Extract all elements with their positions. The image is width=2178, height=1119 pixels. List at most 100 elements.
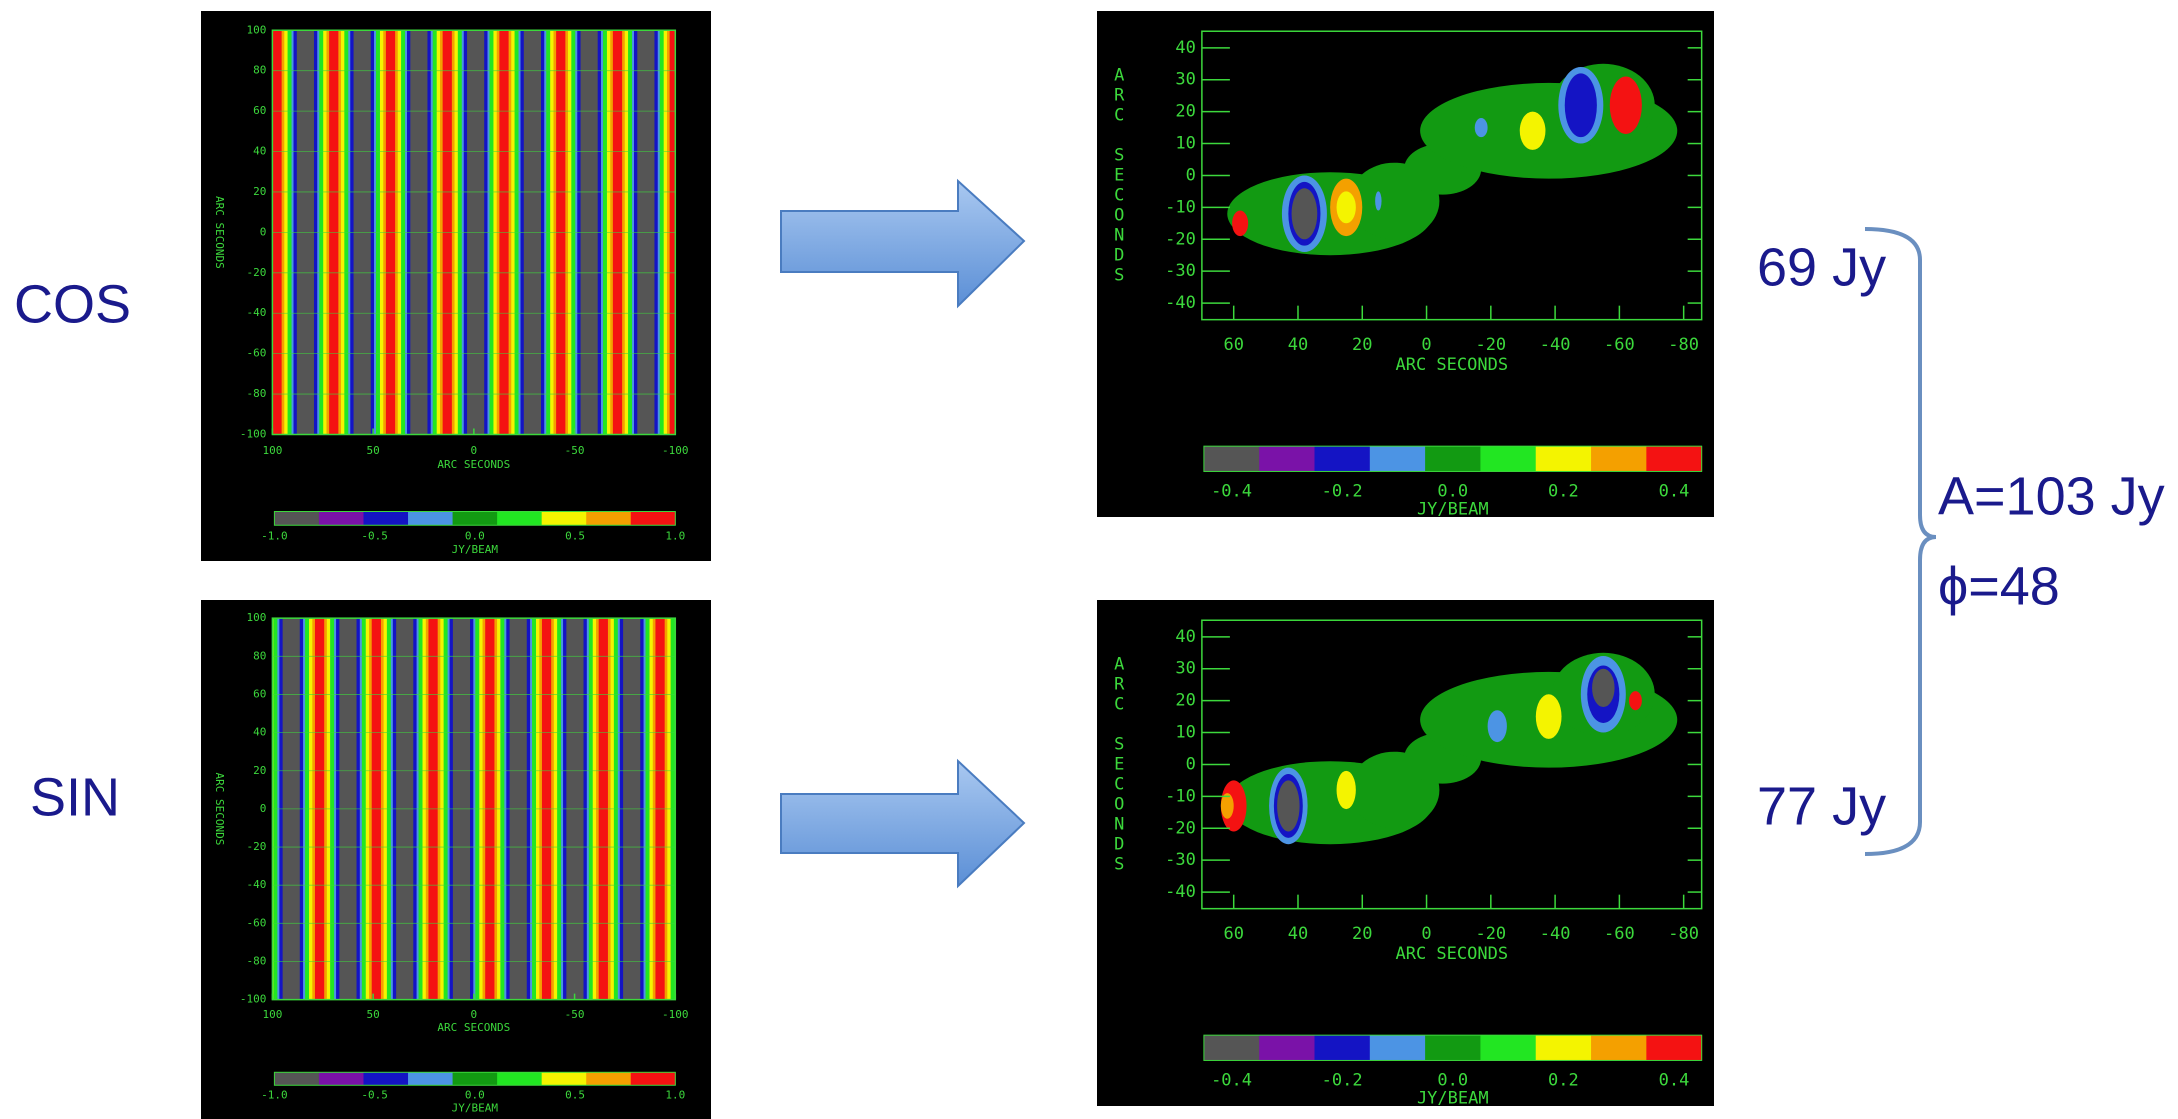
colorbar-cell xyxy=(1259,1035,1315,1060)
y-tick-label: 80 xyxy=(253,649,266,662)
emission-blob xyxy=(1277,780,1299,831)
brace xyxy=(1865,229,1936,854)
colorbar-tick-label: 0.2 xyxy=(1548,482,1579,502)
y-tick-label: -60 xyxy=(247,916,267,929)
y-tick-label: 20 xyxy=(1175,102,1195,122)
emission-blob xyxy=(1475,118,1488,137)
colorbar-cell xyxy=(1259,446,1315,471)
x-tick-label: -20 xyxy=(1475,335,1506,355)
colorbar-cell xyxy=(497,1072,542,1085)
y-tick-label: 20 xyxy=(253,764,266,777)
y-tick-label: 60 xyxy=(253,104,266,117)
y-tick-label: 10 xyxy=(1175,134,1195,154)
y-tick-label: 20 xyxy=(253,185,266,198)
y-tick-label: 10 xyxy=(1175,723,1195,743)
colorbar-tick-label: 1.0 xyxy=(665,1089,685,1102)
y-tick-label: 80 xyxy=(253,64,266,77)
colorbar-cell xyxy=(542,1072,587,1085)
colorbar-cell xyxy=(1370,1035,1426,1060)
colorbar-tick-label: 0.0 xyxy=(465,529,485,542)
x-tick-label: 50 xyxy=(367,1008,380,1021)
colorbar-cell xyxy=(1480,1035,1536,1060)
y-tick-label: 30 xyxy=(1175,659,1195,679)
colorbar-cell xyxy=(1425,1035,1481,1060)
colorbar-cell xyxy=(1646,1035,1702,1060)
colorbar-cell xyxy=(631,512,676,526)
colorbar-tick-label: -1.0 xyxy=(261,529,288,542)
colorbar-tick-label: 0.4 xyxy=(1659,1071,1690,1091)
colorbar-cell xyxy=(1536,1035,1592,1060)
y-tick-label: -80 xyxy=(247,954,267,967)
y-tick-label: -20 xyxy=(1165,818,1196,838)
colorbar-tick-label: -0.4 xyxy=(1211,1071,1252,1091)
flux-label: 69 Jy xyxy=(1757,237,1886,297)
y-tick-label: 40 xyxy=(1175,38,1195,58)
colorbar-cell xyxy=(631,1072,676,1085)
x-tick-label: 100 xyxy=(262,1008,282,1021)
x-tick-label: 0 xyxy=(1421,335,1431,355)
colorbar-tick-label: -0.2 xyxy=(1322,482,1363,502)
y-axis-label: ARC SECONDS xyxy=(213,772,226,845)
colorbar-cell xyxy=(453,1072,498,1085)
y-tick-label: 100 xyxy=(247,23,267,36)
y-tick-label: -30 xyxy=(1165,261,1196,281)
y-tick-label: -30 xyxy=(1165,850,1196,870)
x-tick-label: 40 xyxy=(1288,335,1308,355)
emission-blob xyxy=(1592,669,1614,707)
colorbar-cell xyxy=(1315,446,1371,471)
emission-blob xyxy=(1337,771,1356,809)
colorbar-tick-label: -0.5 xyxy=(361,1089,388,1102)
y-tick-label: -10 xyxy=(1165,197,1196,217)
x-axis-label: ARC SECONDS xyxy=(1395,944,1508,964)
colorbar-cell xyxy=(274,1072,319,1085)
y-tick-label: -40 xyxy=(247,306,267,319)
y-tick-label: 100 xyxy=(247,611,267,624)
colorbar-cell xyxy=(1536,446,1592,471)
emission-blob xyxy=(1536,694,1562,739)
x-tick-label: -40 xyxy=(1540,924,1571,944)
colorbar-cell xyxy=(408,1072,453,1085)
x-tick-label: 60 xyxy=(1223,335,1243,355)
y-axis-label: ARC SECONDS xyxy=(1109,65,1129,285)
y-tick-label: -20 xyxy=(247,266,267,279)
colorbar-label: JY/BEAM xyxy=(1417,499,1489,519)
emission-blob xyxy=(1337,191,1356,223)
x-axis-label: ARC SECONDS xyxy=(437,1021,510,1034)
colorbar-tick-label: 1.0 xyxy=(665,529,685,542)
colorbar-label: JY/BEAM xyxy=(452,543,499,556)
x-tick-label: -60 xyxy=(1604,335,1635,355)
x-tick-label: -40 xyxy=(1540,335,1571,355)
y-tick-label: -100 xyxy=(240,993,267,1006)
image-panel: 403020100-10-20-30-406040200-20-40-60-80… xyxy=(1097,600,1714,1108)
y-tick-label: 0 xyxy=(260,802,267,815)
colorbar-cell xyxy=(1204,446,1260,471)
x-axis-label: ARC SECONDS xyxy=(1395,355,1508,375)
x-tick-label: -80 xyxy=(1668,924,1699,944)
y-tick-label: 40 xyxy=(1175,627,1195,647)
colorbar-tick-label: -0.2 xyxy=(1322,1071,1363,1091)
y-tick-label: -10 xyxy=(1165,786,1196,806)
colorbar-cell xyxy=(1204,1035,1260,1060)
colorbar-cell xyxy=(274,512,319,526)
y-tick-label: -60 xyxy=(247,347,267,360)
x-tick-label: 20 xyxy=(1352,924,1372,944)
emission-blob xyxy=(1375,191,1381,210)
row-label: COS xyxy=(14,274,131,334)
colorbar-cell xyxy=(1591,1035,1647,1060)
colorbar-tick-label: 0.5 xyxy=(565,1089,585,1102)
y-tick-label: 0 xyxy=(260,225,267,238)
y-tick-label: -20 xyxy=(247,840,267,853)
y-tick-label: -40 xyxy=(247,878,267,891)
colorbar-cell xyxy=(1425,446,1481,471)
emission-blob xyxy=(1520,112,1546,150)
colorbar-tick-label: 0.5 xyxy=(565,529,585,542)
colorbar-cell xyxy=(586,512,631,526)
y-tick-label: 40 xyxy=(253,145,266,158)
colorbar-tick-label: 0.0 xyxy=(465,1089,485,1102)
x-tick-label: -100 xyxy=(662,1008,689,1021)
colorbar-tick-label: -0.4 xyxy=(1211,482,1252,502)
y-tick-label: -80 xyxy=(247,387,267,400)
colorbar-tick-label: -0.5 xyxy=(361,529,388,542)
